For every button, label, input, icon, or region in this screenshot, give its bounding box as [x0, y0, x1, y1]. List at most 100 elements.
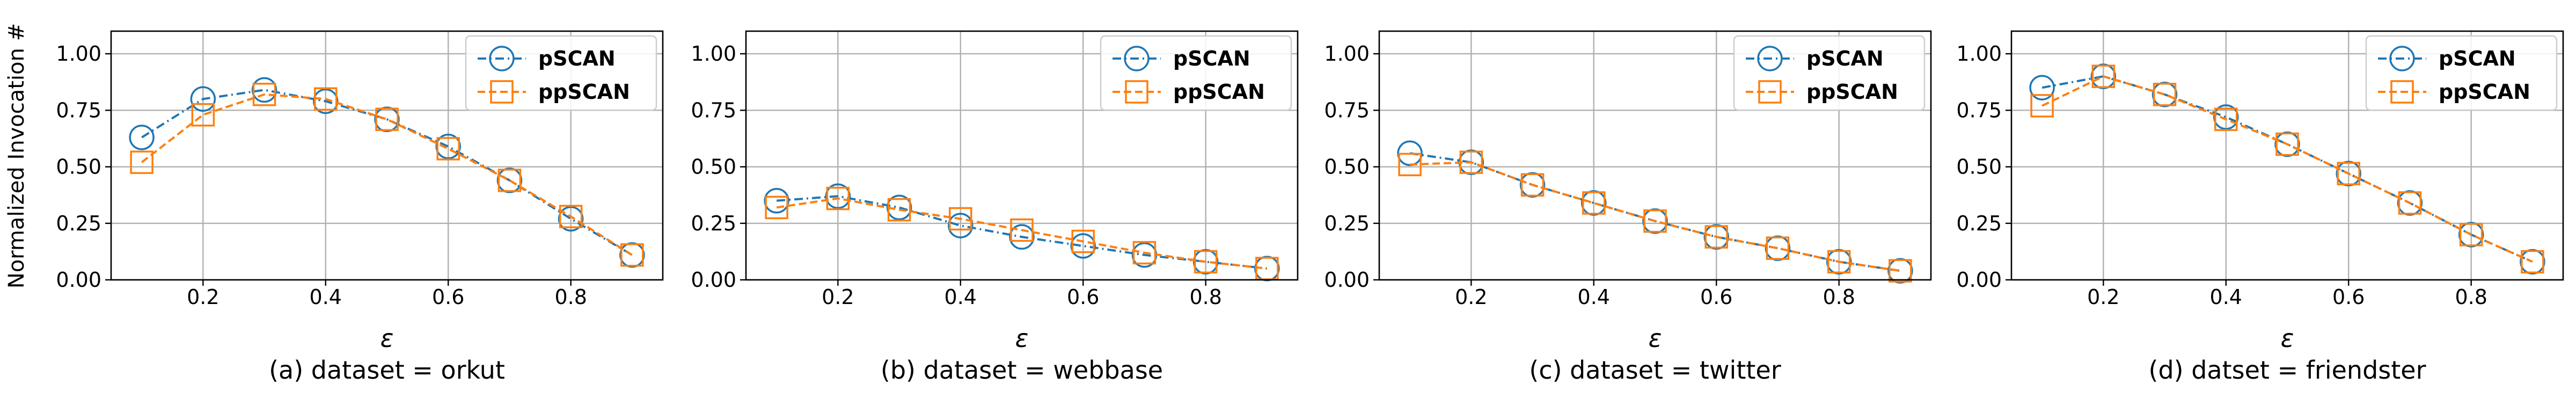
data-point-square	[765, 196, 788, 220]
data-point-square	[1827, 250, 1851, 274]
y-tick-label: 0.25	[1956, 212, 2002, 235]
data-point-circle	[2458, 222, 2484, 248]
data-point-circle	[1192, 249, 1219, 275]
series-line-1	[1410, 161, 1901, 272]
data-point-square	[1459, 150, 1483, 174]
data-point-circle	[251, 77, 277, 103]
data-point-circle	[313, 88, 339, 114]
data-point-circle	[764, 187, 789, 214]
x-tick-label: 0.2	[187, 285, 219, 309]
data-point-square	[252, 83, 276, 106]
data-point-square	[826, 186, 850, 211]
data-point-square	[1704, 225, 1728, 249]
x-axis-label: ε	[2281, 324, 2294, 353]
legend-label: pSCAN	[2439, 47, 2516, 70]
data-point-square	[1643, 209, 1667, 233]
data-point-circle	[1070, 233, 1096, 259]
data-point-circle	[496, 168, 523, 193]
legend-label: pSCAN	[1173, 47, 1250, 70]
data-point-circle	[129, 125, 155, 150]
data-point-square	[2398, 191, 2422, 215]
y-tick-label: 0.00	[691, 268, 736, 292]
data-point-circle	[2520, 249, 2545, 275]
data-point-square	[1889, 259, 1912, 283]
x-tick-label: 0.6	[1700, 285, 1732, 309]
y-axis-label: Normalized Invocation #	[4, 23, 29, 288]
series-line-0	[1409, 152, 1901, 272]
data-point-circle	[2397, 190, 2423, 216]
x-tick-label: 0.6	[2332, 285, 2365, 309]
y-tick-label: 0.75	[1956, 98, 2002, 122]
data-point-circle	[2090, 63, 2117, 89]
y-tick-label: 0.75	[691, 98, 736, 122]
plot-frame	[1378, 30, 1932, 281]
legend-marker-square	[1125, 80, 1148, 104]
x-tick-label: 0.2	[1455, 285, 1487, 309]
y-tick-label: 0.25	[1324, 212, 1370, 235]
y-tick-label: 1.00	[691, 42, 736, 66]
x-axis-label: ε	[1649, 324, 1662, 353]
y-tick-label: 0.50	[1324, 155, 1370, 179]
data-point-circle	[886, 194, 912, 221]
data-point-circle	[1765, 235, 1791, 261]
x-tick-label: 0.6	[432, 285, 464, 309]
data-point-square	[314, 87, 338, 111]
y-tick-label: 0.50	[56, 155, 101, 179]
series-line-0	[2041, 75, 2533, 263]
y-tick-label: 1.00	[1324, 42, 1370, 66]
data-point-circle	[1009, 224, 1035, 250]
legend: pSCAN ppSCAN	[1733, 35, 1926, 111]
legend-marker-circle	[1757, 46, 1783, 71]
data-point-circle	[2274, 131, 2300, 157]
legend-label: pSCAN	[1806, 47, 1884, 70]
x-tick-label: 0.8	[554, 285, 587, 309]
y-tick-label: 0.75	[56, 98, 101, 122]
panel-caption: (a) dataset = orkut	[269, 356, 505, 385]
data-point-circle	[1826, 249, 1852, 275]
y-tick-label: 1.00	[1956, 42, 2002, 66]
legend-label: pSCAN	[538, 47, 616, 70]
y-tick-label: 0.25	[56, 212, 101, 235]
x-tick-label: 0.2	[822, 285, 854, 309]
legend-label: ppSCAN	[2439, 80, 2530, 104]
x-tick-label: 0.4	[1578, 285, 1610, 309]
data-point-circle	[558, 206, 584, 232]
data-point-square	[2030, 94, 2054, 118]
data-point-square	[1071, 229, 1095, 254]
chart-panel-0: 0.2 0.4 0.6 0.8 0.00 0.25 0.50 0.75 1.00 ε (a) dat…	[56, 30, 664, 385]
y-tick-label: 0.75	[1324, 98, 1370, 122]
data-point-square	[620, 243, 644, 267]
data-point-circle	[1887, 258, 1913, 284]
data-point-square	[497, 169, 522, 192]
plot-frame	[745, 30, 1299, 281]
x-axis-label: ε	[1015, 324, 1029, 353]
data-point-circle	[1642, 208, 1668, 234]
legend-label: ppSCAN	[1173, 80, 1265, 104]
series-line-0	[776, 195, 1268, 270]
data-point-square	[1194, 250, 1218, 274]
data-point-circle	[948, 213, 974, 238]
x-tick-label: 0.6	[1067, 285, 1099, 309]
data-point-circle	[2029, 75, 2055, 100]
data-point-circle	[2336, 161, 2361, 186]
data-point-square	[2153, 83, 2177, 106]
data-point-square	[1766, 236, 1790, 260]
legend-marker-square	[490, 80, 514, 104]
x-tick-label: 0.8	[1823, 285, 1855, 309]
legend-marker-circle	[489, 46, 515, 71]
panel-caption: (d) datset = friendster	[2149, 356, 2426, 385]
y-tick-label: 0.00	[56, 268, 101, 292]
data-point-square	[949, 207, 972, 231]
y-tick-label: 0.00	[1324, 268, 1370, 292]
chart-panel-1: 0.2 0.4 0.6 0.8 0.00 0.25 0.50 0.75 1.00 ε (b) dat…	[691, 30, 1299, 385]
data-point-square	[1398, 153, 1422, 177]
data-point-circle	[374, 106, 400, 132]
data-point-circle	[825, 183, 851, 209]
data-point-square	[2521, 250, 2544, 274]
y-tick-label: 1.00	[56, 42, 101, 66]
chart-panel-2: 0.2 0.4 0.6 0.8 0.00 0.25 0.50 0.75 1.00 ε (c) dat…	[1324, 30, 1932, 385]
legend-marker-square	[1758, 80, 1782, 104]
legend-marker-square	[2390, 80, 2414, 104]
